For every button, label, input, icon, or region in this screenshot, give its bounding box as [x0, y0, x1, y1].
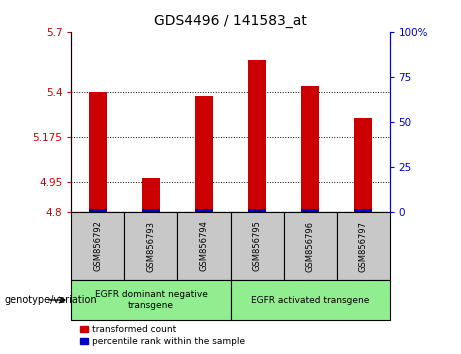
Bar: [354, 118, 372, 212]
Text: GSM856794: GSM856794: [200, 221, 208, 272]
Text: GSM856793: GSM856793: [147, 221, 155, 272]
Bar: [284, 212, 337, 280]
Bar: [142, 209, 160, 212]
Bar: [71, 280, 230, 320]
Bar: [301, 209, 319, 212]
Bar: [142, 178, 160, 212]
Text: GSM856792: GSM856792: [94, 221, 102, 272]
Title: GDS4496 / 141583_at: GDS4496 / 141583_at: [154, 14, 307, 28]
Legend: transformed count, percentile rank within the sample: transformed count, percentile rank withi…: [76, 321, 249, 349]
Text: GSM856795: GSM856795: [253, 221, 261, 272]
Text: GSM856796: GSM856796: [306, 221, 314, 272]
Bar: [195, 209, 213, 212]
Text: genotype/variation: genotype/variation: [5, 295, 97, 305]
Bar: [230, 212, 284, 280]
Bar: [301, 86, 319, 212]
Bar: [248, 60, 266, 212]
Text: GSM856797: GSM856797: [359, 221, 367, 272]
Bar: [71, 212, 124, 280]
Bar: [230, 280, 390, 320]
Bar: [248, 209, 266, 212]
Bar: [89, 209, 107, 212]
Bar: [337, 212, 390, 280]
Bar: [177, 212, 230, 280]
Text: EGFR dominant negative
transgene: EGFR dominant negative transgene: [95, 290, 207, 310]
Bar: [124, 212, 177, 280]
Text: EGFR activated transgene: EGFR activated transgene: [251, 296, 369, 304]
Bar: [195, 96, 213, 212]
Bar: [354, 209, 372, 212]
Bar: [89, 92, 107, 212]
